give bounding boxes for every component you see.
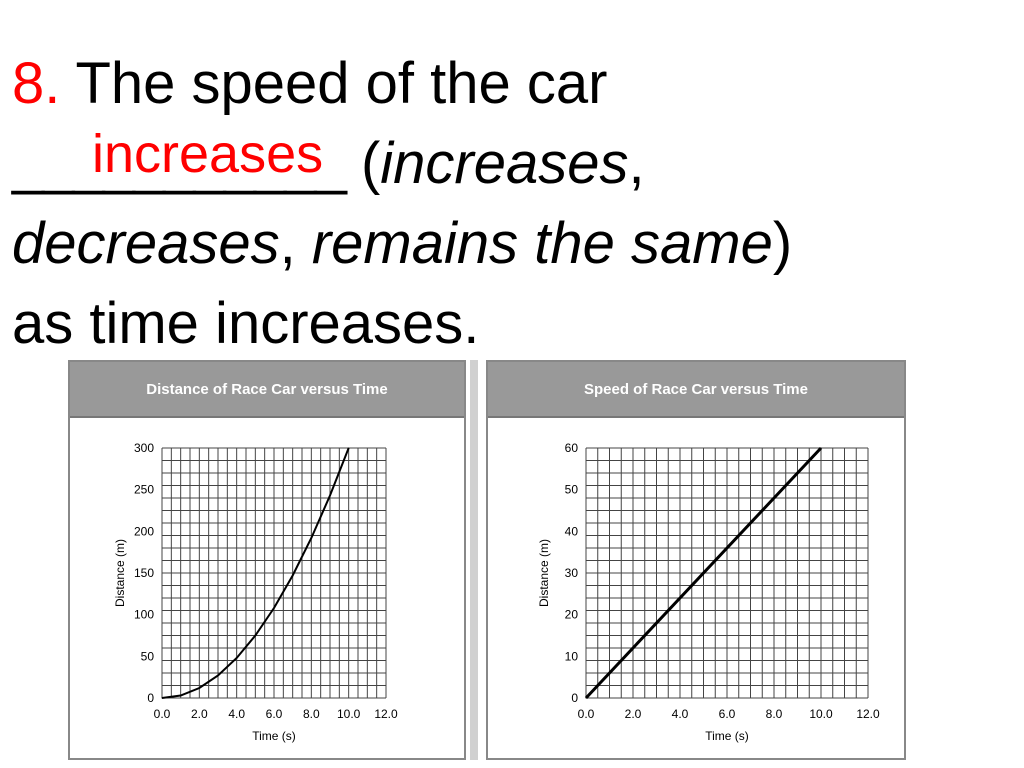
y-tick-label: 50 [565,483,579,497]
data-line [584,446,823,700]
speed-chart-title: Speed of Race Car versus Time [488,362,904,418]
speed-chart: 0.0 2.0 4.0 6.0 8.0 10.0 12.0 0 10 20 30 40 50 60 Time… [537,441,880,743]
data-point [198,687,200,689]
x-tick-label: 4.0 [672,707,689,721]
x-tick-label: 12.0 [374,707,398,721]
x-tick-label: 0.0 [578,707,595,721]
y-tick-label: 10 [565,649,579,663]
x-tick-label: 6.0 [719,707,736,721]
data-point [585,697,587,699]
y-tick-label: 100 [134,608,154,622]
data-point [236,657,238,659]
blank-underline: ___________ [12,131,347,196]
question-line-2: ___________ increases (increases, [12,124,1012,204]
y-tick-label: 40 [565,524,579,538]
x-tick-label: 8.0 [766,707,783,721]
answer-blank: ___________ increases [12,124,347,204]
data-point [310,537,312,539]
data-point [273,607,275,609]
x-tick-label: 10.0 [809,707,833,721]
question-number: 8. [12,51,61,116]
y-tick-label: 150 [134,566,154,580]
option-remains-the-same: remains the same [311,211,773,276]
y-tick-label: 60 [565,441,579,455]
y-tick-label: 200 [134,524,154,538]
x-tick-label: 8.0 [303,707,320,721]
data-point [180,695,182,696]
x-axis-label: Time (s) [252,729,296,743]
question-text: 8. The speed of the car ___________ incr… [12,44,1012,364]
y-tick-label: 30 [565,566,579,580]
data-point [348,447,350,449]
x-axis-label: Time (s) [705,729,749,743]
data-point [161,697,163,699]
distance-chart-panel: Distance of Race Car versus Time 0.0 2.0 4… [68,360,466,760]
speed-chart-panel: Speed of Race Car versus Time 0.0 2.0 4.0 6… [486,360,906,760]
x-tick-label: 2.0 [191,707,208,721]
answer-text: increases [92,124,324,184]
y-tick-label: 0 [571,691,578,705]
distance-chart-title: Distance of Race Car versus Time [70,362,464,418]
x-tick-label: 6.0 [266,707,283,721]
x-tick-label: 4.0 [228,707,245,721]
comma-2: , [279,211,296,276]
y-tick-label: 20 [565,608,579,622]
y-axis-label: Distance (m) [537,539,551,607]
question-line-3: decreases, remains the same) [12,204,1012,284]
x-tick-label: 12.0 [856,707,880,721]
data-point [329,495,331,496]
question-stem: The speed of the car [60,51,608,116]
option-decreases: decreases [12,211,280,276]
x-tick-label: 2.0 [625,707,642,721]
option-increases: increases [380,131,629,196]
y-tick-label: 0 [147,691,154,705]
distance-chart: 0.0 2.0 4.0 6.0 8.0 10.0 12.0 0 50 100 150 200 250 30… [113,441,398,743]
comma-1: , [628,131,645,196]
y-axis-label: Distance (m) [113,539,127,607]
question-line-4: as time increases. [12,284,1012,364]
x-tick-label: 10.0 [337,707,361,721]
paren-close: ) [772,211,793,276]
panel-separator [470,360,478,760]
x-tick-label: 0.0 [154,707,171,721]
y-tick-label: 250 [134,483,154,497]
y-tick-label: 300 [134,441,154,455]
y-tick-label: 50 [141,649,155,663]
data-point [292,575,294,576]
data-point [820,447,822,449]
question-line-1: 8. The speed of the car [12,44,1012,124]
question-ending: as time increases. [12,291,480,356]
data-point [254,635,256,636]
data-point [217,675,219,676]
paren-open: ( [344,131,381,196]
